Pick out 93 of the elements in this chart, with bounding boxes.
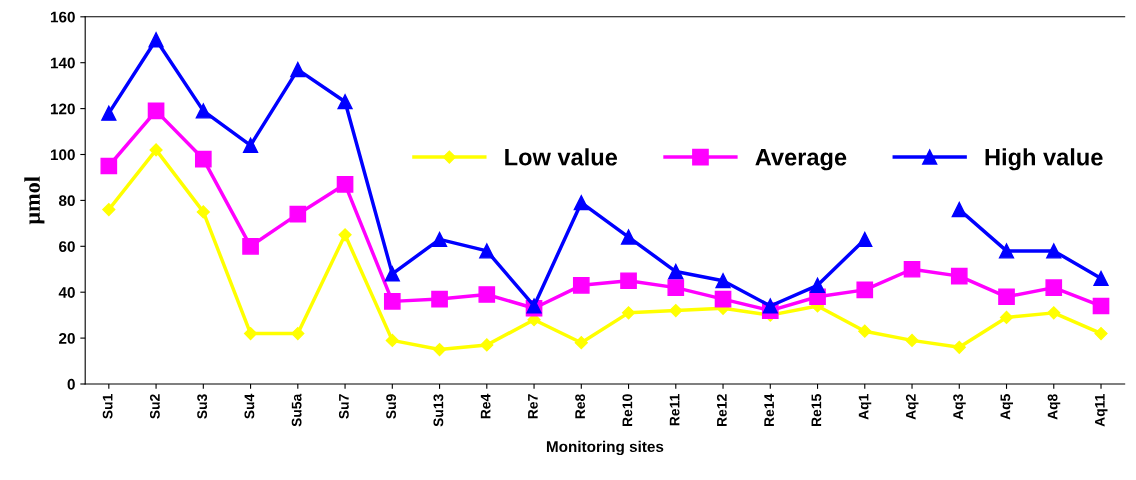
- point: [385, 333, 399, 347]
- point: [149, 143, 163, 157]
- legend-label: High value: [985, 148, 1103, 171]
- point: [573, 195, 589, 211]
- point: [101, 105, 117, 121]
- point: [667, 279, 685, 296]
- point: [1047, 306, 1061, 320]
- point: [336, 176, 354, 193]
- legend-label: Average: [755, 149, 847, 171]
- y-tick-label: 120: [50, 103, 75, 115]
- x-tick-label: Su9: [386, 394, 397, 419]
- x-tick-label: Re8: [575, 394, 586, 419]
- x-tick-label: Su7: [338, 394, 349, 419]
- y-axis-title: µmol: [24, 176, 45, 225]
- x-tick-label: Re15: [811, 394, 822, 426]
- point: [242, 237, 259, 255]
- x-axis-title: Monitoring sites: [546, 440, 664, 456]
- point: [762, 298, 778, 314]
- point: [383, 293, 401, 310]
- point: [998, 243, 1015, 259]
- point: [384, 266, 400, 282]
- x-tick-label: Aq8: [1047, 394, 1061, 420]
- point: [102, 202, 116, 217]
- point: [950, 267, 968, 285]
- y-tick-label: 160: [50, 11, 75, 23]
- point: [999, 310, 1014, 325]
- point: [243, 326, 258, 341]
- point: [148, 32, 164, 48]
- x-tick-label: Aq5: [1000, 394, 1013, 420]
- point: [431, 231, 448, 248]
- point: [715, 273, 731, 289]
- point: [620, 272, 637, 290]
- x-tick-label: Re12: [716, 394, 727, 426]
- point: [1045, 279, 1063, 296]
- y-tick-label: 60: [59, 241, 75, 252]
- x-tick-label: Re10: [622, 394, 633, 426]
- point: [290, 61, 306, 78]
- point: [289, 205, 307, 223]
- point: [621, 306, 636, 320]
- point: [242, 137, 259, 153]
- point: [620, 229, 637, 245]
- point: [432, 342, 447, 357]
- x-tick-label: Re14: [764, 393, 775, 426]
- x-tick-label: Su1: [102, 394, 113, 419]
- y-tick-label: 0: [67, 378, 75, 390]
- y-tick-label: 20: [59, 332, 75, 344]
- y-tick-label: 40: [58, 287, 75, 298]
- point: [291, 326, 305, 341]
- x-tick-label: Aq1: [858, 394, 872, 420]
- x-tick-label: Aq11: [1095, 394, 1108, 427]
- point: [714, 290, 732, 308]
- x-tick-label: Su13: [433, 394, 444, 427]
- y-tick-label: 80: [58, 195, 75, 207]
- point: [1046, 243, 1062, 259]
- x-tick-label: Su5a: [291, 393, 302, 427]
- point: [1092, 297, 1110, 315]
- point: [952, 340, 966, 354]
- legend-label: Low value: [505, 148, 618, 166]
- point: [194, 150, 212, 168]
- x-tick-label: Re7: [528, 394, 538, 419]
- point: [1094, 326, 1108, 341]
- y-tick-label: 140: [50, 57, 75, 69]
- x-tick-label: Su2: [149, 394, 160, 419]
- point: [337, 94, 353, 110]
- point: [905, 333, 919, 347]
- point: [668, 263, 684, 280]
- point: [479, 243, 495, 259]
- point: [858, 324, 872, 338]
- point: [196, 205, 210, 219]
- point: [903, 260, 921, 278]
- point: [100, 157, 118, 175]
- point: [951, 201, 967, 218]
- y-tick-label: 100: [50, 149, 75, 161]
- point: [857, 231, 873, 248]
- point: [574, 336, 588, 350]
- point: [809, 277, 826, 293]
- x-tick-label: Re4: [480, 393, 491, 419]
- point: [998, 288, 1015, 306]
- x-tick-label: Aq3: [953, 394, 966, 420]
- x-tick-label: Su4: [244, 393, 255, 419]
- point: [572, 276, 590, 294]
- x-tick-label: Su3: [197, 394, 208, 419]
- point: [431, 290, 448, 308]
- point: [480, 338, 494, 352]
- x-tick-label: Aq2: [905, 394, 919, 420]
- point: [1093, 270, 1109, 287]
- point: [195, 103, 211, 119]
- point: [669, 303, 683, 318]
- point: [478, 286, 496, 303]
- point: [338, 228, 352, 242]
- x-tick-label: Re11: [669, 394, 680, 426]
- point: [147, 102, 165, 120]
- point: [856, 281, 874, 299]
